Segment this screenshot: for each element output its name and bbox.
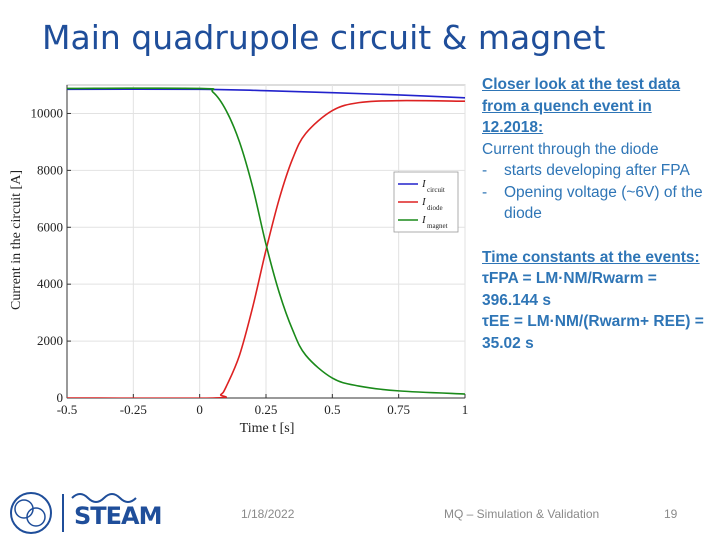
chart-grid [66, 84, 466, 399]
notes-bullet-1-text: starts developing after FPA [504, 162, 690, 179]
notes-bullet-2: - Opening voltage (~6V) of the diode [482, 182, 714, 225]
x-tick-label: 0.75 [387, 402, 410, 417]
notes-diode-line: Current through the diode [482, 140, 659, 158]
x-tick-label: 0.25 [255, 402, 278, 417]
notes-heading-line-2: from a quench event in [482, 97, 652, 115]
series-line-circuit [67, 88, 465, 99]
page-number: 19 [664, 507, 678, 521]
y-tick-label: 10000 [31, 105, 64, 120]
x-tick-label: 1 [462, 402, 469, 417]
notes-bullet-2-text: Opening voltage (~6V) of the diode [504, 183, 703, 223]
notes-heading-line-1: Closer look at the test data [482, 76, 681, 93]
y-tick-label: 6000 [37, 219, 63, 234]
tau-fpa: τFPA = LM·NM/Rwarm = 396.144 s [482, 270, 657, 309]
x-tick-label: 0 [196, 402, 203, 417]
footer-date: 1/18/2022 [241, 507, 295, 521]
notes-panel: Closer look at the test data from a quen… [482, 74, 714, 354]
slide-title: Main quadrupole circuit & magnet [42, 18, 606, 57]
series-line-magnet [67, 87, 465, 395]
x-tick-label: -0.25 [120, 402, 147, 417]
legend-sub-magnet: magnet [427, 222, 448, 230]
legend-label-magnet: I [421, 214, 427, 226]
notes-heading-line-3: 12.2018: [482, 119, 544, 136]
series-line-diode [67, 99, 465, 398]
y-axis-label: Current in the circuit [A] [9, 170, 24, 310]
legend-sub-diode: diode [427, 204, 443, 212]
steam-logo-text: STEAM [74, 502, 163, 530]
notes-bullet-1: - starts developing after FPA [482, 160, 714, 182]
y-tick-label: 2000 [37, 333, 63, 348]
legend-label-circuit: I [421, 178, 427, 190]
chart-svg: -0.5 -0.25 0 0.25 0.5 0.75 1 0 2000 4000 6000 8000 1… [9, 84, 469, 436]
y-tick-label: 0 [57, 390, 64, 405]
footer-title: MQ – Simulation & Validation [444, 507, 600, 521]
x-axis-label: Time t [s] [240, 421, 295, 436]
steam-logo [62, 493, 148, 532]
chart-series [67, 87, 465, 398]
y-tick-label: 8000 [37, 162, 63, 177]
x-tick-label: 0.5 [324, 402, 340, 417]
y-tick-label: 4000 [37, 276, 63, 291]
tau-ee: τEE = LM·NM/(Rwarm+ REE) = 35.02 s [482, 313, 704, 352]
cern-logo [10, 492, 52, 534]
legend-label-diode: I [421, 196, 427, 208]
time-constants-heading: Time constants at the events: [482, 248, 700, 266]
legend-sub-circuit: circuit [427, 186, 445, 194]
x-tick-label: -0.5 [57, 402, 78, 417]
current-chart: -0.5 -0.25 0 0.25 0.5 0.75 1 0 2000 4000 6000 8000 1… [0, 70, 470, 450]
